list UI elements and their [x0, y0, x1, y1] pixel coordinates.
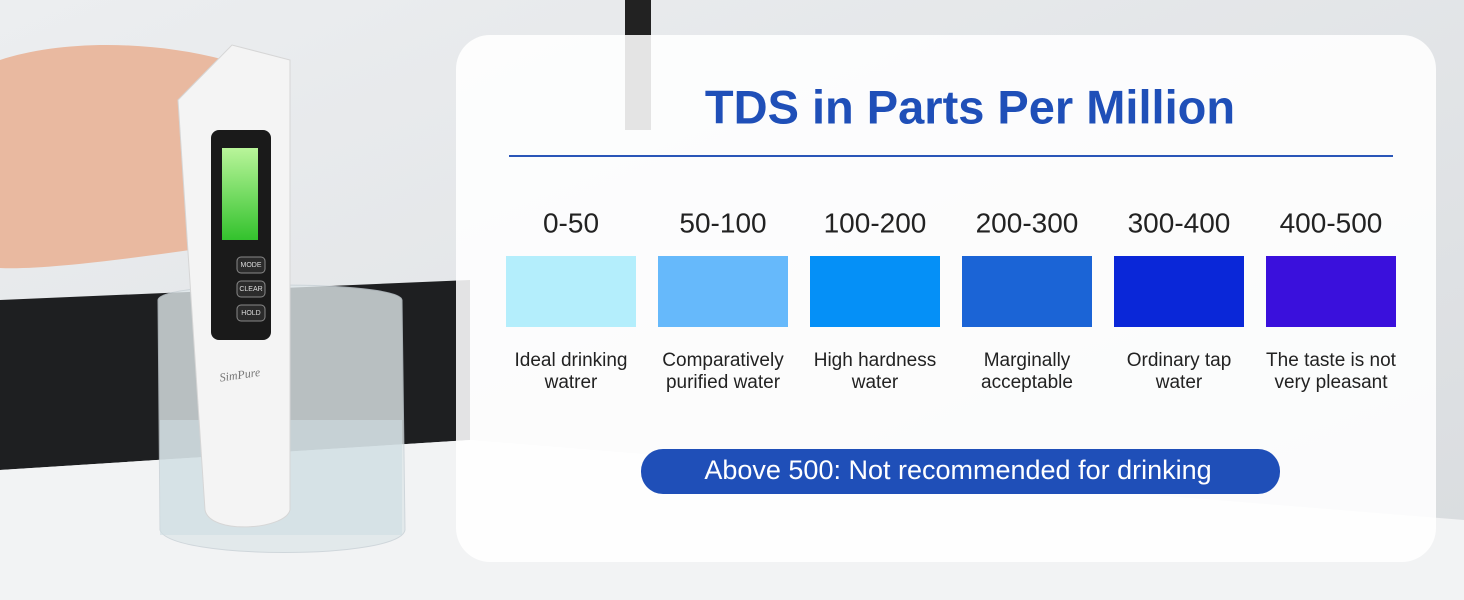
range-label: 200-300 — [976, 207, 1079, 238]
swatch — [1266, 256, 1396, 327]
range-label: 300-400 — [1128, 207, 1231, 238]
swatch — [962, 256, 1092, 327]
card — [456, 35, 1436, 562]
note: Above 500: Not recommended for drinking — [704, 455, 1211, 485]
brand: SimPure — [219, 365, 262, 385]
description: Marginally — [984, 350, 1071, 371]
swatch — [658, 256, 788, 327]
range-label: 100-200 — [824, 207, 927, 238]
description: water — [851, 372, 899, 393]
swatch — [1114, 256, 1244, 327]
range-label: 0-50 — [543, 207, 599, 238]
device-button-label: HOLD — [241, 310, 260, 317]
hand — [0, 45, 228, 269]
device-button — [236, 256, 266, 274]
description: water — [1155, 372, 1203, 393]
device-button — [236, 304, 266, 322]
description: acceptable — [981, 372, 1073, 393]
lcd — [222, 148, 258, 240]
description: The taste is not — [1266, 350, 1397, 371]
note-pill — [641, 449, 1280, 494]
swatch — [810, 256, 940, 327]
device-button — [236, 280, 266, 298]
swatch — [506, 256, 636, 327]
description: High hardness — [814, 350, 937, 371]
description: Ideal drinking — [514, 350, 627, 371]
device-button-label: MODE — [241, 262, 262, 269]
description: very pleasant — [1274, 372, 1388, 393]
device-button-label: CLEAR — [239, 286, 262, 293]
description: watrer — [544, 372, 598, 393]
title: TDS in Parts Per Million — [705, 80, 1235, 133]
range-label: 50-100 — [679, 207, 766, 238]
range-label: 400-500 — [1280, 207, 1383, 238]
description: Ordinary tap — [1127, 350, 1232, 371]
description: Comparatively — [662, 350, 784, 371]
description: purified water — [666, 372, 781, 393]
